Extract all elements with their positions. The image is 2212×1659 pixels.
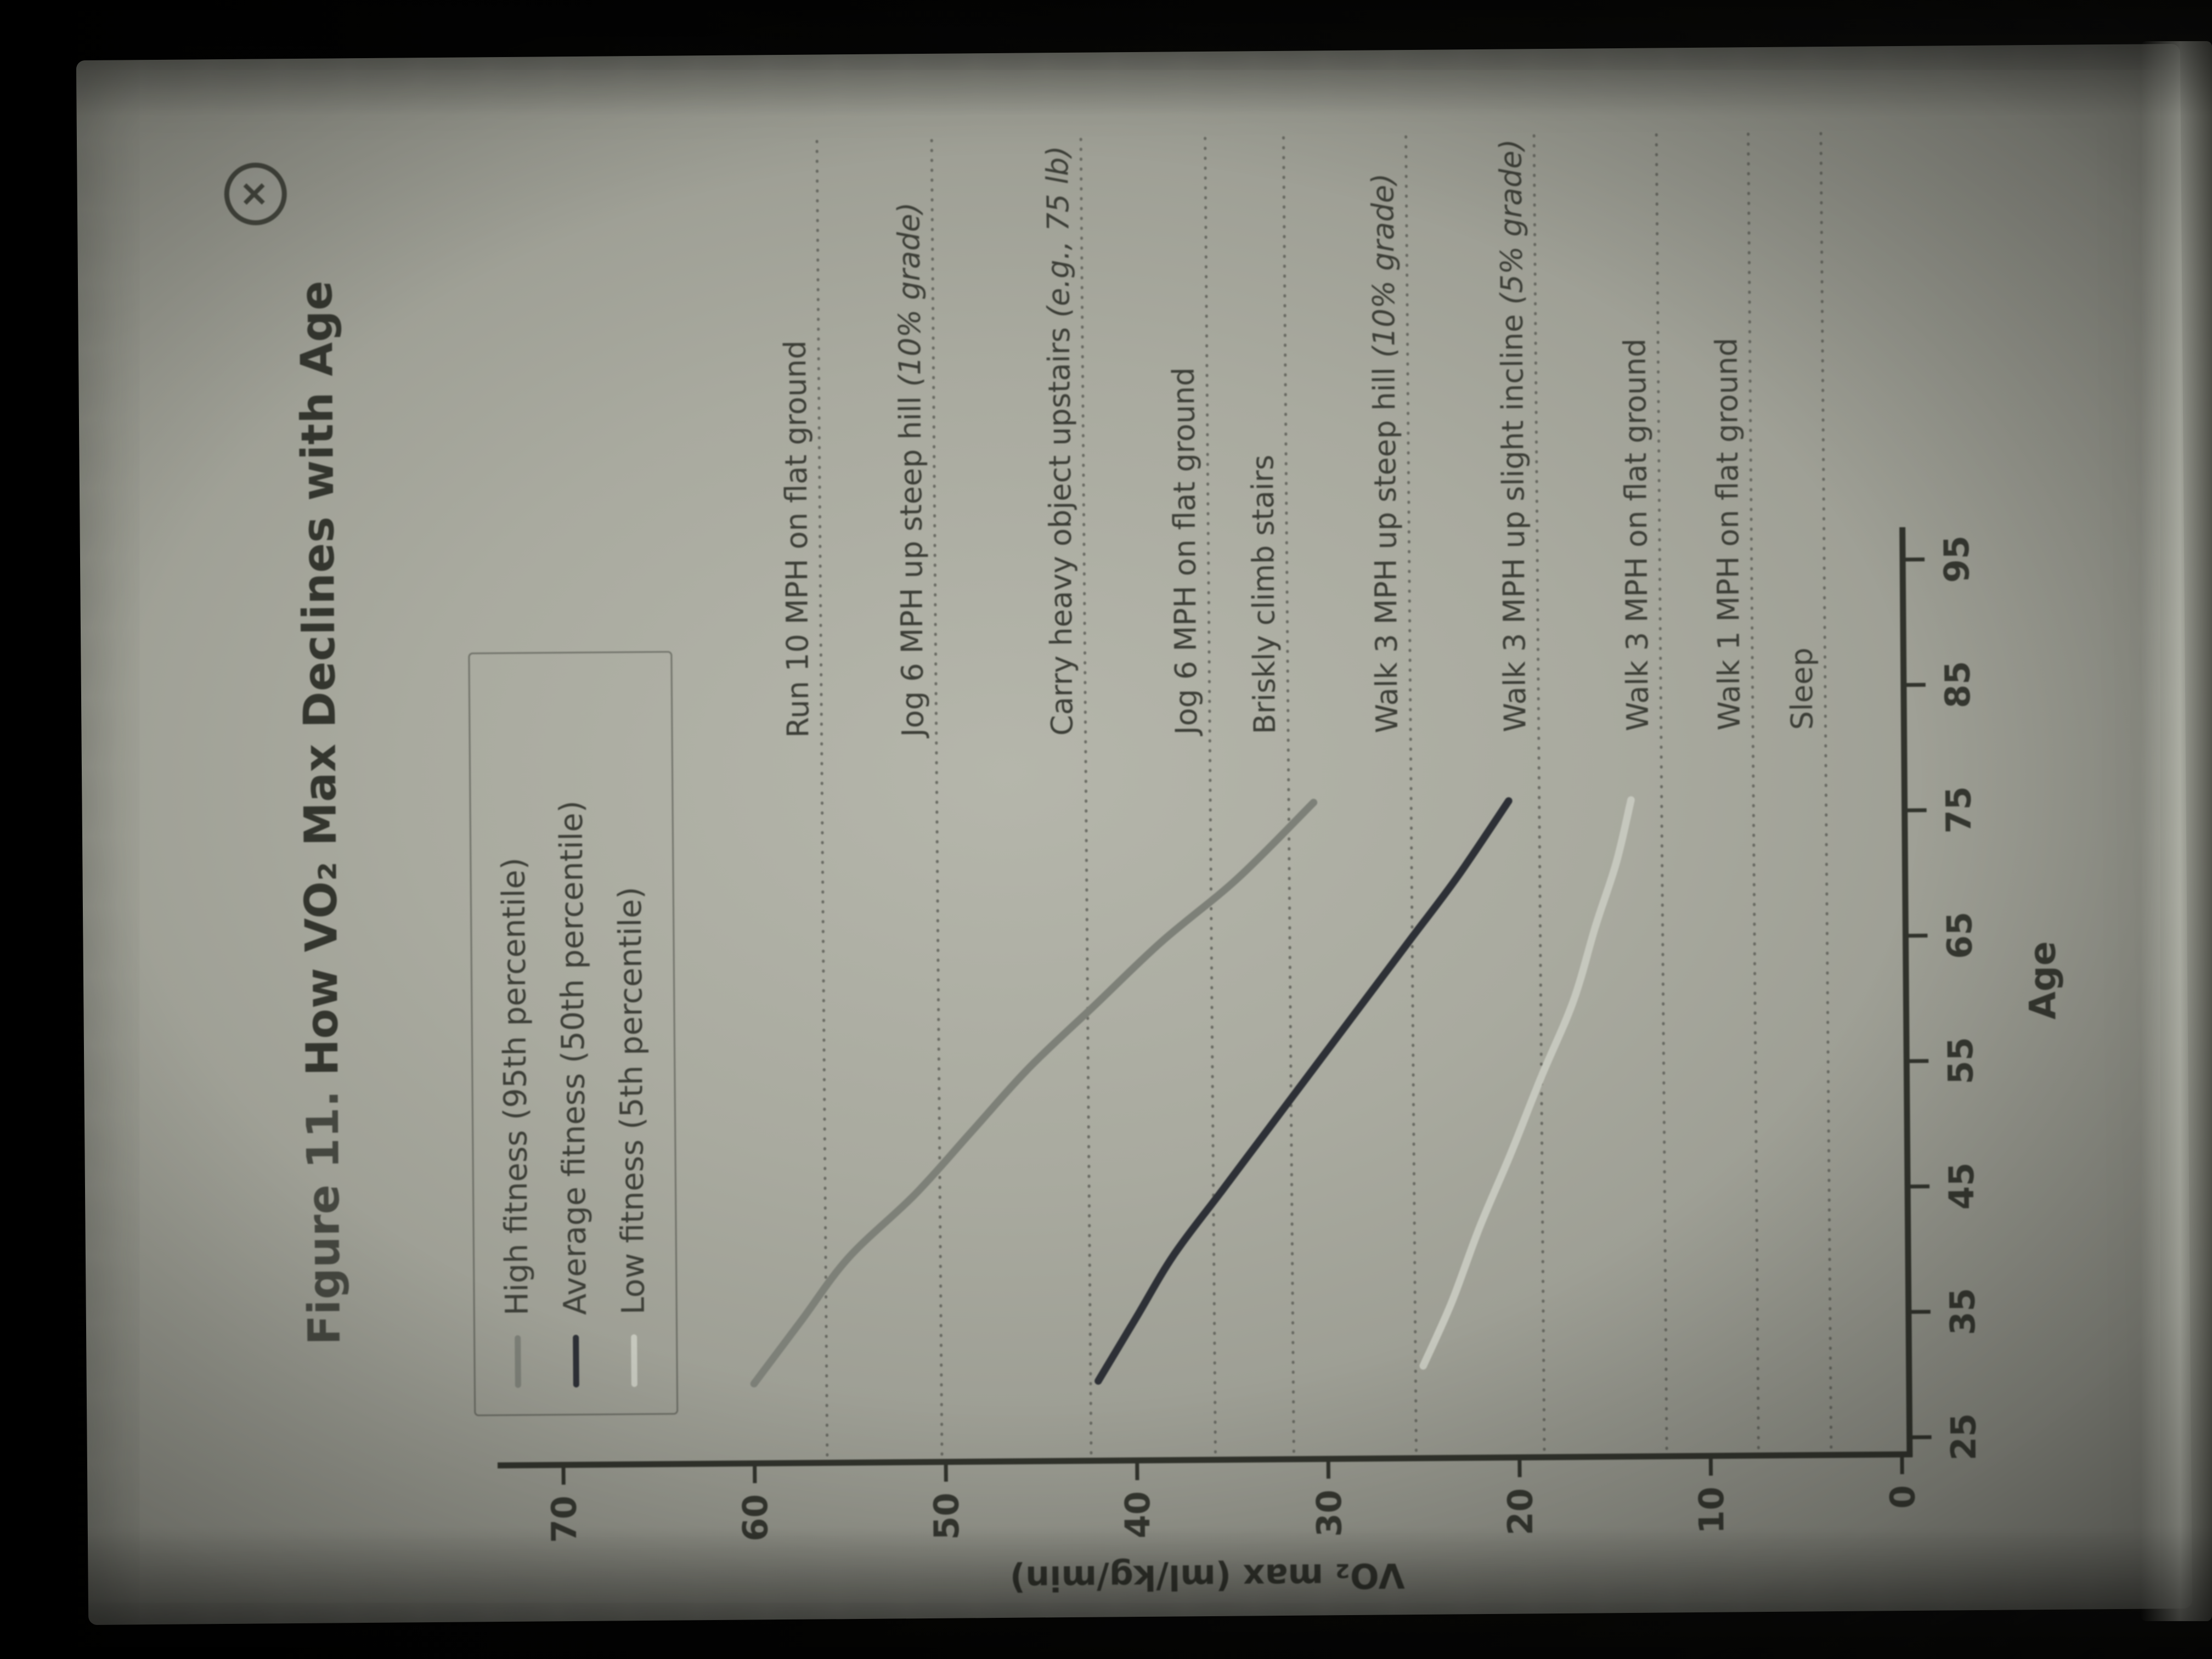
reference-line (1819, 125, 1833, 1449)
reference-line (1282, 129, 1295, 1453)
rotated-chart-wrapper: Figure 11.How VO₂ Max Declines with Age … (159, 58, 2146, 1621)
device-screen: Figure 11.How VO₂ Max Declines with Age … (76, 43, 2193, 1626)
y-tick-label: 70 (544, 1496, 584, 1543)
y-tick-label: 20 (1500, 1488, 1541, 1536)
activity-label: Briskly climb stairs (1245, 455, 1282, 735)
activity-label: Run 10 MPH on flat ground (778, 340, 816, 738)
x-tick-label: 75 (1938, 786, 1979, 834)
activity-label: Walk 3 MPH up slight incline (5% grade) (1493, 139, 1532, 732)
activity-label: Walk 3 MPH on flat ground (1617, 338, 1655, 731)
reference-line (815, 133, 829, 1457)
activity-label: Walk 3 MPH up steep hill (10% grade) (1365, 173, 1404, 733)
x-tick-label: 25 (1943, 1413, 1984, 1461)
y-tick-label: 50 (927, 1492, 967, 1540)
y-axis-title: VO₂ max (ml/kg/min) (1009, 1555, 1404, 1599)
figure-page: Figure 11.How VO₂ Max Declines with Age … (159, 58, 2146, 1621)
reference-line (1204, 129, 1217, 1454)
reference-line (1532, 127, 1546, 1451)
activity-label: Jog 6 MPH on flat ground (1166, 367, 1204, 736)
x-tick-label: 45 (1942, 1163, 1982, 1210)
curve-average-fitness (1094, 797, 1513, 1385)
y-axis-line (497, 1451, 1912, 1469)
x-tick-label: 55 (1940, 1037, 1981, 1085)
activity-label: Carry heavy object upstairs (e.g., 75 lb… (1040, 145, 1079, 736)
x-axis-line (1899, 527, 1913, 1457)
activity-label: Walk 1 MPH on flat ground (1709, 337, 1747, 730)
activity-label: Sleep (1784, 647, 1819, 730)
reference-line (930, 132, 944, 1456)
x-tick-label: 35 (1943, 1288, 1983, 1335)
activity-label: Jog 6 MPH up steep hill (10% grade) (891, 202, 930, 738)
reference-line (1655, 126, 1668, 1450)
x-tick-label: 65 (1939, 911, 1980, 959)
y-tick-label: 0 (1882, 1485, 1922, 1509)
y-tick-label: 40 (1118, 1491, 1158, 1539)
y-tick-label: 60 (735, 1494, 776, 1542)
curve-high-fitness (750, 798, 1318, 1387)
x-tick-label: 85 (1938, 661, 1978, 708)
plot-svg: Run 10 MPH on flat ground Jog 6 MPH up st… (497, 125, 2064, 1599)
y-tick-label: 30 (1309, 1489, 1350, 1537)
reference-line (1746, 125, 1760, 1449)
x-tick-label: 95 (1937, 535, 1977, 583)
device-edge (2141, 41, 2212, 1621)
reference-line (1404, 128, 1418, 1452)
x-axis-title: Age (2022, 941, 2064, 1020)
reference-line (1079, 131, 1093, 1455)
y-tick-label: 10 (1691, 1486, 1732, 1534)
